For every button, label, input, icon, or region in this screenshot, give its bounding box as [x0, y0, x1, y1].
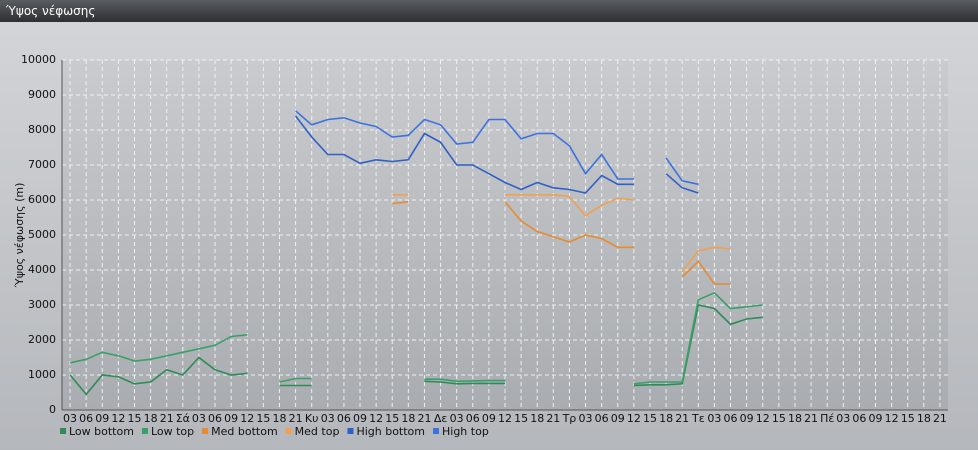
x-tick-label: 21 — [804, 412, 818, 425]
x-tick-label: 21 — [546, 412, 560, 425]
x-tick-label: 18 — [530, 412, 544, 425]
y-tick-label: 0 — [49, 403, 56, 416]
x-tick-label: 03 — [321, 412, 335, 425]
legend-label: Low top — [151, 425, 194, 438]
x-tick-label: 15 — [514, 412, 528, 425]
x-tick-label: 15 — [256, 412, 270, 425]
x-tick-label: 03 — [450, 412, 464, 425]
y-tick-label: 1000 — [28, 368, 56, 381]
title-bar: Ύψος νέφωσης — [0, 0, 978, 22]
series-line — [294, 115, 699, 194]
y-tick-label: 10000 — [21, 53, 56, 66]
x-tick-label: 21 — [675, 412, 689, 425]
y-tick-label: 5000 — [28, 228, 56, 241]
series-line — [392, 194, 731, 273]
series-line — [69, 291, 763, 385]
legend-label: Med bottom — [211, 425, 278, 438]
x-tick-label: Πέ — [820, 412, 834, 425]
x-tick-label: 06 — [79, 412, 93, 425]
series-line — [392, 201, 731, 285]
legend-swatch — [60, 428, 66, 434]
x-tick-label: 12 — [885, 412, 899, 425]
x-tick-label: 18 — [144, 412, 158, 425]
y-tick-label: 8000 — [28, 123, 56, 136]
legend-swatch — [285, 428, 292, 434]
x-tick-label: 09 — [869, 412, 883, 425]
x-tick-label: 12 — [756, 412, 770, 425]
series-line — [295, 110, 699, 186]
x-tick-label: 12 — [498, 412, 512, 425]
y-axis-label: Ύψος νέφωσης (m) — [13, 183, 26, 289]
x-tick-label: 12 — [111, 412, 125, 425]
legend-swatch — [141, 428, 148, 434]
x-tick-label: 03 — [579, 412, 593, 425]
x-tick-label: 15 — [127, 412, 141, 425]
x-tick-label: 06 — [337, 412, 351, 425]
y-tick-label: 2000 — [28, 333, 56, 346]
x-tick-label: 15 — [772, 412, 786, 425]
x-tick-label: 09 — [224, 412, 238, 425]
legend-swatch — [433, 428, 439, 434]
x-tick-label: Κυ — [305, 412, 319, 425]
legend-label: Low bottom — [69, 425, 134, 438]
x-tick-label: 12 — [240, 412, 254, 425]
x-tick-label: 03 — [707, 412, 721, 425]
x-tick-label: 09 — [95, 412, 109, 425]
series-line — [69, 304, 763, 396]
x-tick-label: 03 — [836, 412, 850, 425]
x-tick-label: 18 — [659, 412, 673, 425]
x-tick-label: 09 — [740, 412, 754, 425]
x-tick-label: 06 — [852, 412, 866, 425]
legend-swatch — [347, 428, 354, 434]
legend-label: High bottom — [356, 425, 425, 438]
x-tick-label: 12 — [369, 412, 383, 425]
x-tick-label: 18 — [917, 412, 931, 425]
x-tick-label: 21 — [160, 412, 174, 425]
x-tick-label: 09 — [353, 412, 367, 425]
x-tick-label: 15 — [901, 412, 915, 425]
x-tick-label: 09 — [611, 412, 625, 425]
x-tick-label: Δε — [434, 412, 448, 425]
x-tick-label: 06 — [724, 412, 738, 425]
x-tick-label: Τε — [691, 412, 705, 425]
x-tick-label: 09 — [482, 412, 496, 425]
x-tick-label: 06 — [595, 412, 609, 425]
x-tick-label: Σά — [176, 412, 190, 425]
x-tick-label: 15 — [385, 412, 399, 425]
chart: Ύψος νέφωσης (m) 0 1000 2000 3000 4000 5000 60… — [13, 53, 948, 438]
y-tick-label: 3000 — [28, 298, 56, 311]
x-tick-label: 21 — [933, 412, 947, 425]
y-tick-label: 6000 — [28, 193, 56, 206]
y-tick-label: 9000 — [28, 88, 56, 101]
x-tick-label: Τρ — [562, 412, 577, 425]
x-tick-label: 21 — [417, 412, 431, 425]
x-tick-label: 18 — [272, 412, 286, 425]
x-tick-label: 03 — [63, 412, 77, 425]
x-tick-label: 15 — [643, 412, 657, 425]
x-tick-label: 21 — [289, 412, 303, 425]
y-tick-label: 7000 — [28, 158, 56, 171]
y-tick-label: 4000 — [28, 263, 56, 276]
x-tick-label: 03 — [192, 412, 206, 425]
x-tick-label: 18 — [401, 412, 415, 425]
legend-label: Med top — [295, 425, 340, 438]
x-tick-label: 12 — [627, 412, 641, 425]
legend-swatch — [202, 428, 209, 434]
legend-label: High top — [442, 425, 489, 438]
x-tick-label: 18 — [788, 412, 802, 425]
x-tick-label: 06 — [466, 412, 480, 425]
x-tick-label: 06 — [208, 412, 222, 425]
